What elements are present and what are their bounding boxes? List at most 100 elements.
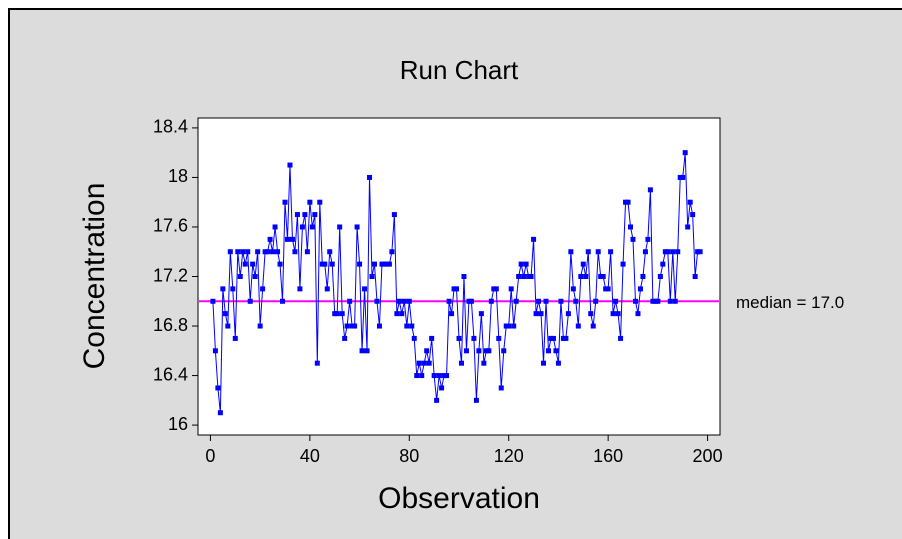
data-point	[585, 249, 591, 255]
y-tick-label: 16	[168, 414, 188, 434]
data-point	[322, 261, 328, 267]
data-point	[235, 249, 241, 255]
data-point	[255, 249, 261, 255]
data-point	[578, 274, 584, 279]
data-point	[376, 323, 382, 329]
y-tick-label: 16.4	[153, 364, 188, 384]
data-point	[406, 298, 412, 304]
data-point	[685, 224, 691, 230]
data-point	[672, 298, 678, 304]
data-point	[665, 249, 671, 255]
data-point	[232, 335, 238, 341]
data-point	[518, 261, 524, 267]
chart-title: Run Chart	[400, 55, 519, 85]
data-point	[394, 311, 400, 317]
data-point	[538, 311, 544, 317]
data-point	[282, 199, 288, 205]
data-point	[456, 335, 462, 341]
data-point	[553, 348, 559, 354]
data-point	[670, 249, 676, 255]
median-label: median = 17.0	[736, 293, 844, 312]
data-point	[637, 286, 643, 292]
data-point	[289, 236, 295, 242]
data-point	[533, 311, 539, 317]
data-point	[242, 261, 248, 267]
data-point	[369, 274, 375, 279]
data-point	[657, 274, 663, 279]
data-point	[280, 298, 286, 304]
data-point	[309, 224, 315, 230]
data-point	[434, 397, 440, 403]
x-tick-label: 80	[399, 446, 419, 466]
data-point	[210, 298, 216, 304]
data-point	[260, 286, 266, 292]
data-point	[570, 286, 576, 292]
data-point	[645, 236, 651, 242]
data-point	[357, 261, 363, 267]
data-point	[411, 335, 417, 341]
data-point	[620, 261, 626, 267]
data-point	[575, 323, 581, 329]
data-point	[359, 348, 365, 354]
data-point	[327, 249, 333, 255]
data-point	[531, 236, 537, 242]
data-point	[302, 212, 308, 218]
data-point	[354, 224, 360, 230]
data-point	[550, 335, 556, 341]
data-point	[618, 335, 624, 341]
data-point	[267, 236, 273, 242]
data-point	[488, 298, 494, 304]
data-point	[299, 224, 305, 230]
data-point	[287, 162, 293, 168]
x-tick-label: 200	[693, 446, 723, 466]
data-point	[426, 360, 432, 366]
data-point	[307, 199, 313, 205]
data-point	[471, 335, 477, 341]
x-axis-label: Observation	[378, 482, 540, 515]
data-point	[481, 360, 487, 366]
data-point	[608, 249, 614, 255]
data-point	[511, 323, 517, 329]
data-point	[342, 335, 348, 341]
data-point	[339, 311, 345, 317]
data-point	[563, 335, 569, 341]
data-point	[536, 298, 542, 304]
data-point	[240, 249, 246, 255]
data-point	[655, 298, 661, 304]
data-point	[630, 236, 636, 242]
data-point	[257, 323, 263, 329]
data-point	[558, 298, 564, 304]
data-point	[222, 311, 228, 317]
data-point	[367, 174, 373, 180]
data-point	[667, 298, 673, 304]
data-point	[389, 249, 395, 255]
data-point	[329, 261, 335, 267]
data-point	[680, 174, 686, 180]
data-point	[344, 323, 350, 329]
data-point	[247, 298, 253, 304]
data-point	[600, 274, 606, 279]
data-point	[334, 311, 340, 317]
data-point	[386, 261, 392, 267]
data-point	[446, 298, 452, 304]
data-point	[404, 323, 410, 329]
data-point	[513, 298, 519, 304]
data-point	[275, 249, 281, 255]
data-point	[516, 274, 522, 279]
data-point	[225, 323, 231, 329]
data-point	[565, 311, 571, 317]
data-point	[595, 249, 601, 255]
data-point	[374, 298, 380, 304]
data-point	[590, 323, 596, 329]
data-point	[486, 348, 492, 354]
data-point	[545, 348, 551, 354]
data-point	[391, 212, 397, 218]
data-point	[317, 199, 323, 205]
data-point	[252, 274, 258, 279]
data-point	[583, 274, 589, 279]
data-point	[416, 360, 422, 366]
y-tick-label: 17.2	[153, 265, 188, 285]
data-point	[399, 311, 405, 317]
data-point	[277, 261, 283, 267]
plot-area	[197, 117, 721, 436]
